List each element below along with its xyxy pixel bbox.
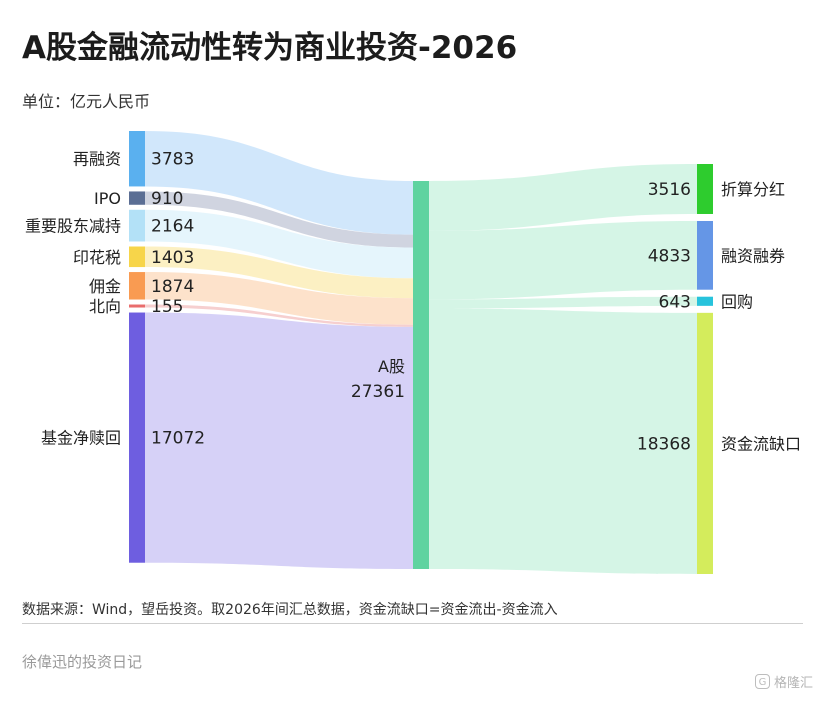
source-label: 基金净赎回 [41,429,121,448]
center-node [413,181,429,569]
flow-in-e5868de89e8de8b584 [145,131,413,235]
flow-in-e59fbae98791e58780e8b58ee59b9e [145,312,413,569]
flow-in-e4bda3e98791 [145,272,413,325]
incoming-flows [145,131,413,569]
source-node-e58c97e59091 [129,304,145,308]
center-label: A股 [378,357,405,376]
flow-out-e89e8de8b584e89e8de588b8 [429,220,697,300]
source-value: 1874 [151,277,194,297]
source-value: 2164 [151,217,194,237]
target-node-e68a98e7ae97e58886e7baa2 [697,164,713,214]
source-node-e5868de89e8de8b584 [129,131,145,187]
source-node-e9878de8a681e882a1e4b89ce5878fe68c81 [129,209,145,242]
target-label: 回购 [721,292,753,311]
flow-in-ipo [145,191,413,248]
source-label: 再融资 [73,150,121,169]
target-node-e59b9ee8b4ad [697,296,713,306]
outgoing-flows [429,164,697,574]
flow-in-e9878de8a681e882a1e4b89ce5878fe68c81 [145,209,413,279]
target-label: 折算分红 [721,180,785,199]
source-node-e4bda3e98791 [129,272,145,300]
source-node-e59fbae98791e58780e8b58ee59b9e [129,312,145,563]
source-node-ipo [129,191,145,205]
target-label: 资金流缺口 [721,434,801,453]
source-label: 北向 [89,297,121,316]
target-value: 4833 [648,246,691,266]
watermark-logo-icon: G [754,674,770,689]
nodes [129,131,713,574]
source-value: 1403 [151,248,194,268]
chart-title: A股金融流动性转为商业投资-2026 [22,30,518,66]
target-value: 643 [659,292,691,312]
flow-in-e58c97e59091 [145,304,413,327]
target-label: 融资融券 [721,246,785,265]
flow-out-e68a98e7ae97e58886e7baa2 [429,164,697,231]
flow-in-e58db0e88ab1e7a88e [145,246,413,299]
source-value: 155 [151,297,183,317]
target-node-e8b584e98791e6b581e7bcbae58fa3 [697,312,713,574]
author-label: 徐偉迅的投资日记 [22,653,143,671]
labels: 再融资 3783 IPO 910 重要股东减持 2164 印花税 1403 佣金 1874 北向 15… [25,150,801,455]
source-label: 佣金 [89,277,121,296]
source-label: IPO [94,189,121,208]
target-value: 18368 [637,434,691,454]
watermark: G 格隆汇 [754,672,813,691]
source-node-e58db0e88ab1e7a88e [129,246,145,268]
center-value: 27361 [351,382,405,402]
footer-divider [22,623,803,624]
source-value: 17072 [151,429,205,449]
target-node-e89e8de8b584e89e8de588b8 [697,220,713,290]
flow-out-e8b584e98791e6b581e7bcbae58fa3 [429,308,697,574]
source-value: 3783 [151,150,194,170]
unit-label: 单位：亿元人民币 [22,92,151,111]
source-label: 重要股东减持 [25,217,121,236]
flow-out-e59b9ee8b4ad [429,296,697,309]
source-label: 印花税 [73,248,121,267]
data-source-note: 数据来源：Wind，望岳投资。取2026年间汇总数据，资金流缺口=资金流出-资金… [22,602,558,618]
target-value: 3516 [648,180,691,200]
source-value: 910 [151,189,183,209]
watermark-text: 格隆汇 [773,676,813,691]
